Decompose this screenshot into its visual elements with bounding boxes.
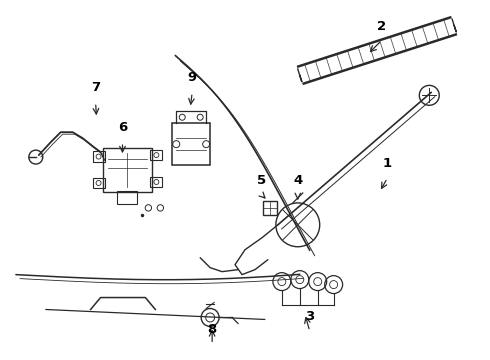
Bar (93, 151, 104, 162)
Text: 9: 9 (188, 71, 197, 84)
Bar (150, 150, 162, 160)
Bar (93, 178, 104, 188)
Text: 6: 6 (118, 121, 127, 134)
Bar (263, 201, 277, 215)
Text: 5: 5 (257, 174, 267, 187)
Text: 3: 3 (305, 310, 315, 323)
Bar (118, 191, 137, 204)
Text: 4: 4 (293, 174, 302, 187)
Bar (150, 177, 162, 187)
Text: 7: 7 (91, 81, 100, 94)
Text: 2: 2 (377, 19, 386, 32)
Text: 1: 1 (383, 157, 392, 170)
Text: 8: 8 (207, 323, 217, 336)
